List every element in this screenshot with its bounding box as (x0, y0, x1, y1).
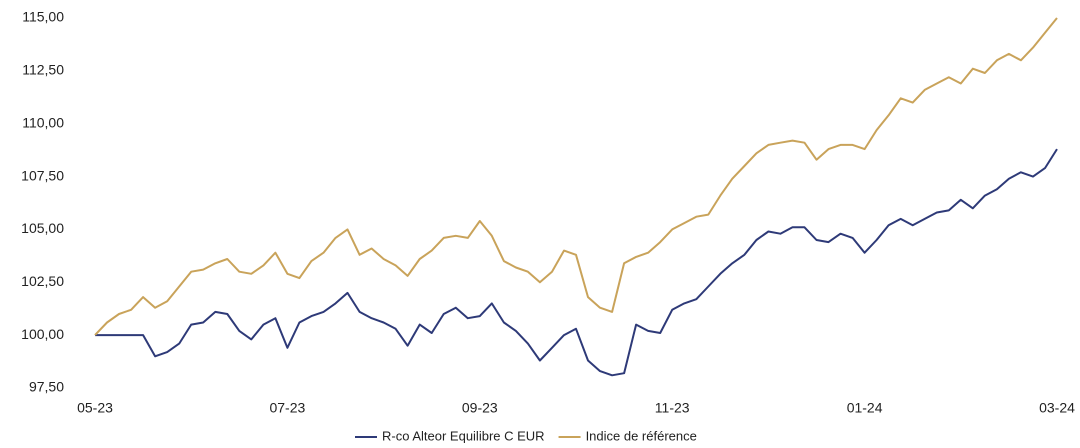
y-tick-label: 115,00 (22, 9, 64, 25)
y-tick-label: 107,50 (21, 167, 64, 183)
x-tick-label: 01-24 (847, 400, 883, 416)
y-tick-label: 105,00 (21, 220, 64, 236)
x-tick-label: 09-23 (462, 400, 498, 416)
series-line (95, 148, 1058, 377)
y-tick-label: 110,00 (22, 114, 64, 130)
y-tick-label: 112,50 (22, 62, 64, 78)
x-tick-label: 05-23 (77, 400, 113, 416)
legend-label: Indice de référence (586, 428, 697, 443)
series-line (94, 17, 1058, 336)
x-tick-label: 07-23 (269, 400, 305, 416)
y-tick-label: 102,50 (21, 273, 64, 289)
x-tick-label: 11-23 (655, 400, 690, 416)
y-tick-label: 97,50 (29, 379, 64, 395)
x-tick-label: 03-24 (1039, 400, 1075, 416)
y-tick-label: 100,00 (21, 326, 64, 342)
legend-label: R-co Alteor Equilibre C EUR (382, 428, 545, 443)
